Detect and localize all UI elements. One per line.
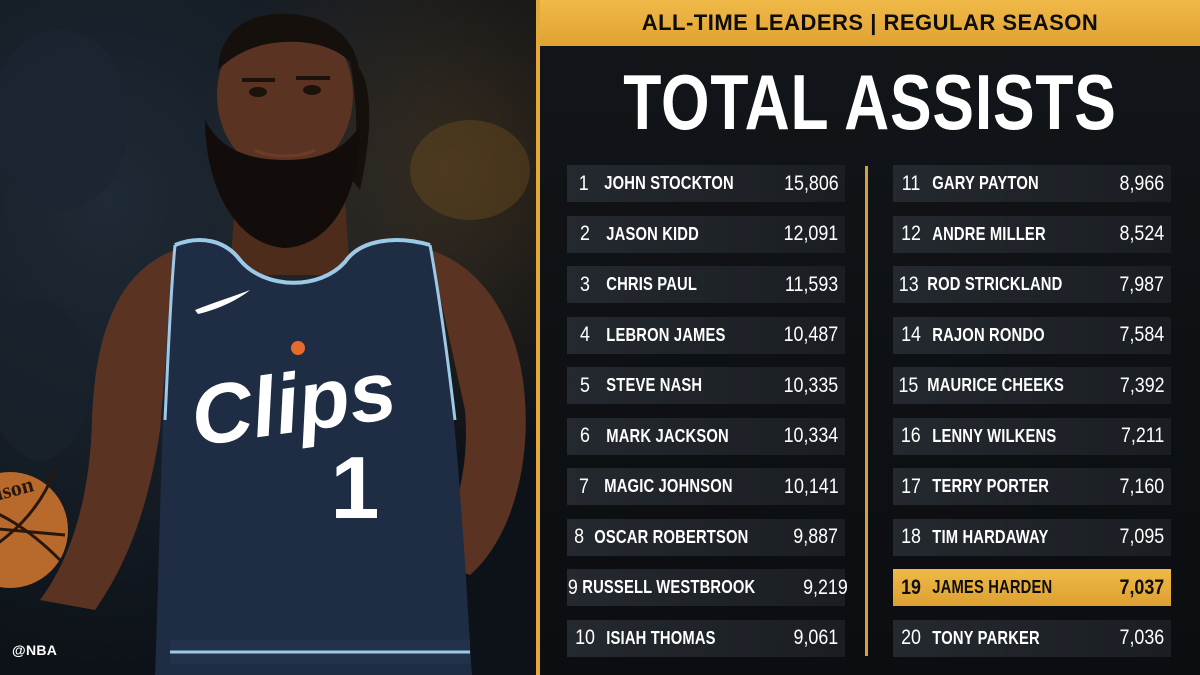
leader-assists: 12,091 (783, 222, 839, 245)
leader-name: LEBRON JAMES (606, 324, 726, 345)
stat-title: TOTAL ASSISTS (623, 58, 1117, 146)
leader-name: STEVE NASH (606, 375, 703, 395)
leader-row: 9 RUSSELL WESTBROOK 9,219 (567, 569, 848, 606)
leader-assists: 7,036 (1119, 626, 1165, 649)
leader-row: 12 ANDRE MILLER 8,524 (893, 215, 1171, 253)
leader-rank: 3 (580, 272, 590, 296)
leader-name: RUSSELL WESTBROOK (581, 577, 756, 597)
player-illustration: ilson Clips 1 (0, 13, 530, 675)
leader-rank: 5 (580, 373, 590, 397)
swoosh-logo (195, 290, 250, 314)
leader-rank: 20 (901, 626, 921, 649)
leader-rank: 15 (898, 373, 919, 397)
leader-rank: 2 (580, 222, 590, 245)
leader-row: 16 LENNY WILKENS 7,211 (893, 417, 1171, 455)
leaders-column-right: 11 GARY PAYTON 8,966 12 ANDRE MILLER 8,524 13 R… (893, 165, 1171, 670)
leader-assists: 15,806 (783, 171, 839, 195)
leader-assists: 7,095 (1119, 525, 1165, 548)
leader-assists: 7,584 (1119, 323, 1165, 346)
leader-row: 4 LEBRON JAMES 10,487 (567, 316, 845, 354)
leader-row: 17 TERRY PORTER 7,160 (893, 468, 1171, 505)
leader-assists: 10,335 (783, 373, 839, 397)
leader-name: CHRIS PAUL (606, 274, 698, 294)
leaders-column-left: 1 JOHN STOCKTON 15,806 2 JASON KIDD 12,091 3 CH… (567, 165, 848, 670)
leader-rank: 17 (901, 474, 921, 498)
leader-assists: 10,334 (783, 424, 839, 447)
leader-row: 3 CHRIS PAUL 11,593 (567, 266, 845, 303)
leader-assists: 7,392 (1119, 373, 1165, 397)
leader-name: MAURICE CHEEKS (927, 375, 1064, 395)
leader-assists: 9,887 (793, 525, 839, 548)
leader-assists: 10,141 (783, 474, 839, 498)
leader-rank: 12 (901, 222, 921, 245)
leader-assists: 9,219 (802, 575, 848, 599)
leader-rank: 14 (901, 323, 921, 346)
leader-rank: 13 (898, 272, 919, 296)
leader-assists: 7,987 (1119, 272, 1165, 296)
player-photo: ilson Clips 1 @NBA (0, 0, 536, 675)
leader-name: JOHN STOCKTON (603, 173, 734, 193)
leader-row: 18 TIM HARDAWAY 7,095 (893, 518, 1171, 556)
leader-assists: 8,966 (1119, 171, 1165, 195)
category-banner: ALL-TIME LEADERS | REGULAR SEASON (540, 0, 1200, 46)
leaderboard-panel: ALL-TIME LEADERS | REGULAR SEASON TOTAL … (540, 0, 1200, 675)
leader-assists: 8,524 (1119, 222, 1165, 245)
leader-rank: 1 (578, 171, 589, 195)
leader-name: TONY PARKER (932, 627, 1040, 648)
leader-row: 10 ISIAH THOMAS 9,061 (567, 619, 845, 657)
leader-name: RAJON RONDO (932, 324, 1045, 345)
leader-name: TIM HARDAWAY (932, 526, 1049, 547)
leader-rank: 19 (901, 575, 921, 599)
leader-rank: 16 (900, 424, 921, 447)
leader-row: 14 RAJON RONDO 7,584 (893, 316, 1171, 354)
leader-row: 2 JASON KIDD 12,091 (567, 215, 845, 253)
leader-name: ISIAH THOMAS (606, 627, 716, 648)
column-divider (865, 166, 868, 656)
leader-assists: 7,211 (1120, 424, 1165, 447)
credit-handle: @NBA (12, 642, 58, 658)
banner-text: ALL-TIME LEADERS | REGULAR SEASON (641, 10, 1099, 35)
leader-name: JAMES HARDEN (932, 577, 1053, 597)
leader-name: JASON KIDD (606, 223, 699, 244)
leader-row: 15 MAURICE CHEEKS 7,392 (893, 367, 1171, 404)
leader-rank: 8 (574, 525, 585, 548)
leader-row-highlighted: 19 JAMES HARDEN 7,037 (893, 569, 1171, 606)
leader-row: 13 ROD STRICKLAND 7,987 (893, 266, 1171, 303)
leader-name: OSCAR ROBERTSON (594, 526, 749, 547)
leader-rank: 11 (901, 171, 921, 195)
leader-rank: 18 (901, 525, 921, 548)
gold-divider-bar (536, 0, 540, 675)
leader-rank: 6 (580, 424, 590, 447)
leader-row: 7 MAGIC JOHNSON 10,141 (567, 468, 845, 505)
leader-assists: 11,593 (784, 272, 839, 296)
leader-name: GARY PAYTON (932, 173, 1039, 193)
leader-name: ROD STRICKLAND (927, 274, 1063, 294)
leader-name: ANDRE MILLER (932, 223, 1046, 244)
leader-assists: 7,037 (1119, 575, 1165, 599)
leader-rank: 7 (579, 474, 589, 498)
jersey-number: 1 (331, 438, 380, 537)
leader-name: MAGIC JOHNSON (604, 476, 733, 496)
leader-name: TERRY PORTER (932, 476, 1050, 496)
leader-row: 20 TONY PARKER 7,036 (893, 619, 1171, 657)
leader-name: LENNY WILKENS (931, 425, 1056, 446)
leader-assists: 9,061 (793, 626, 839, 649)
leader-assists: 7,160 (1119, 474, 1165, 498)
leader-name: MARK JACKSON (606, 425, 729, 446)
leader-row: 11 GARY PAYTON 8,966 (893, 165, 1171, 202)
leader-row: 6 MARK JACKSON 10,334 (567, 417, 845, 455)
leader-rank: 9 (567, 575, 578, 599)
leader-assists: 10,487 (783, 323, 839, 346)
leader-row: 5 STEVE NASH 10,335 (567, 367, 845, 404)
leader-rank: 4 (580, 323, 590, 346)
leader-rank: 10 (575, 626, 595, 649)
leader-row: 8 OSCAR ROBERTSON 9,887 (567, 518, 845, 556)
leader-row: 1 JOHN STOCKTON 15,806 (567, 165, 845, 202)
